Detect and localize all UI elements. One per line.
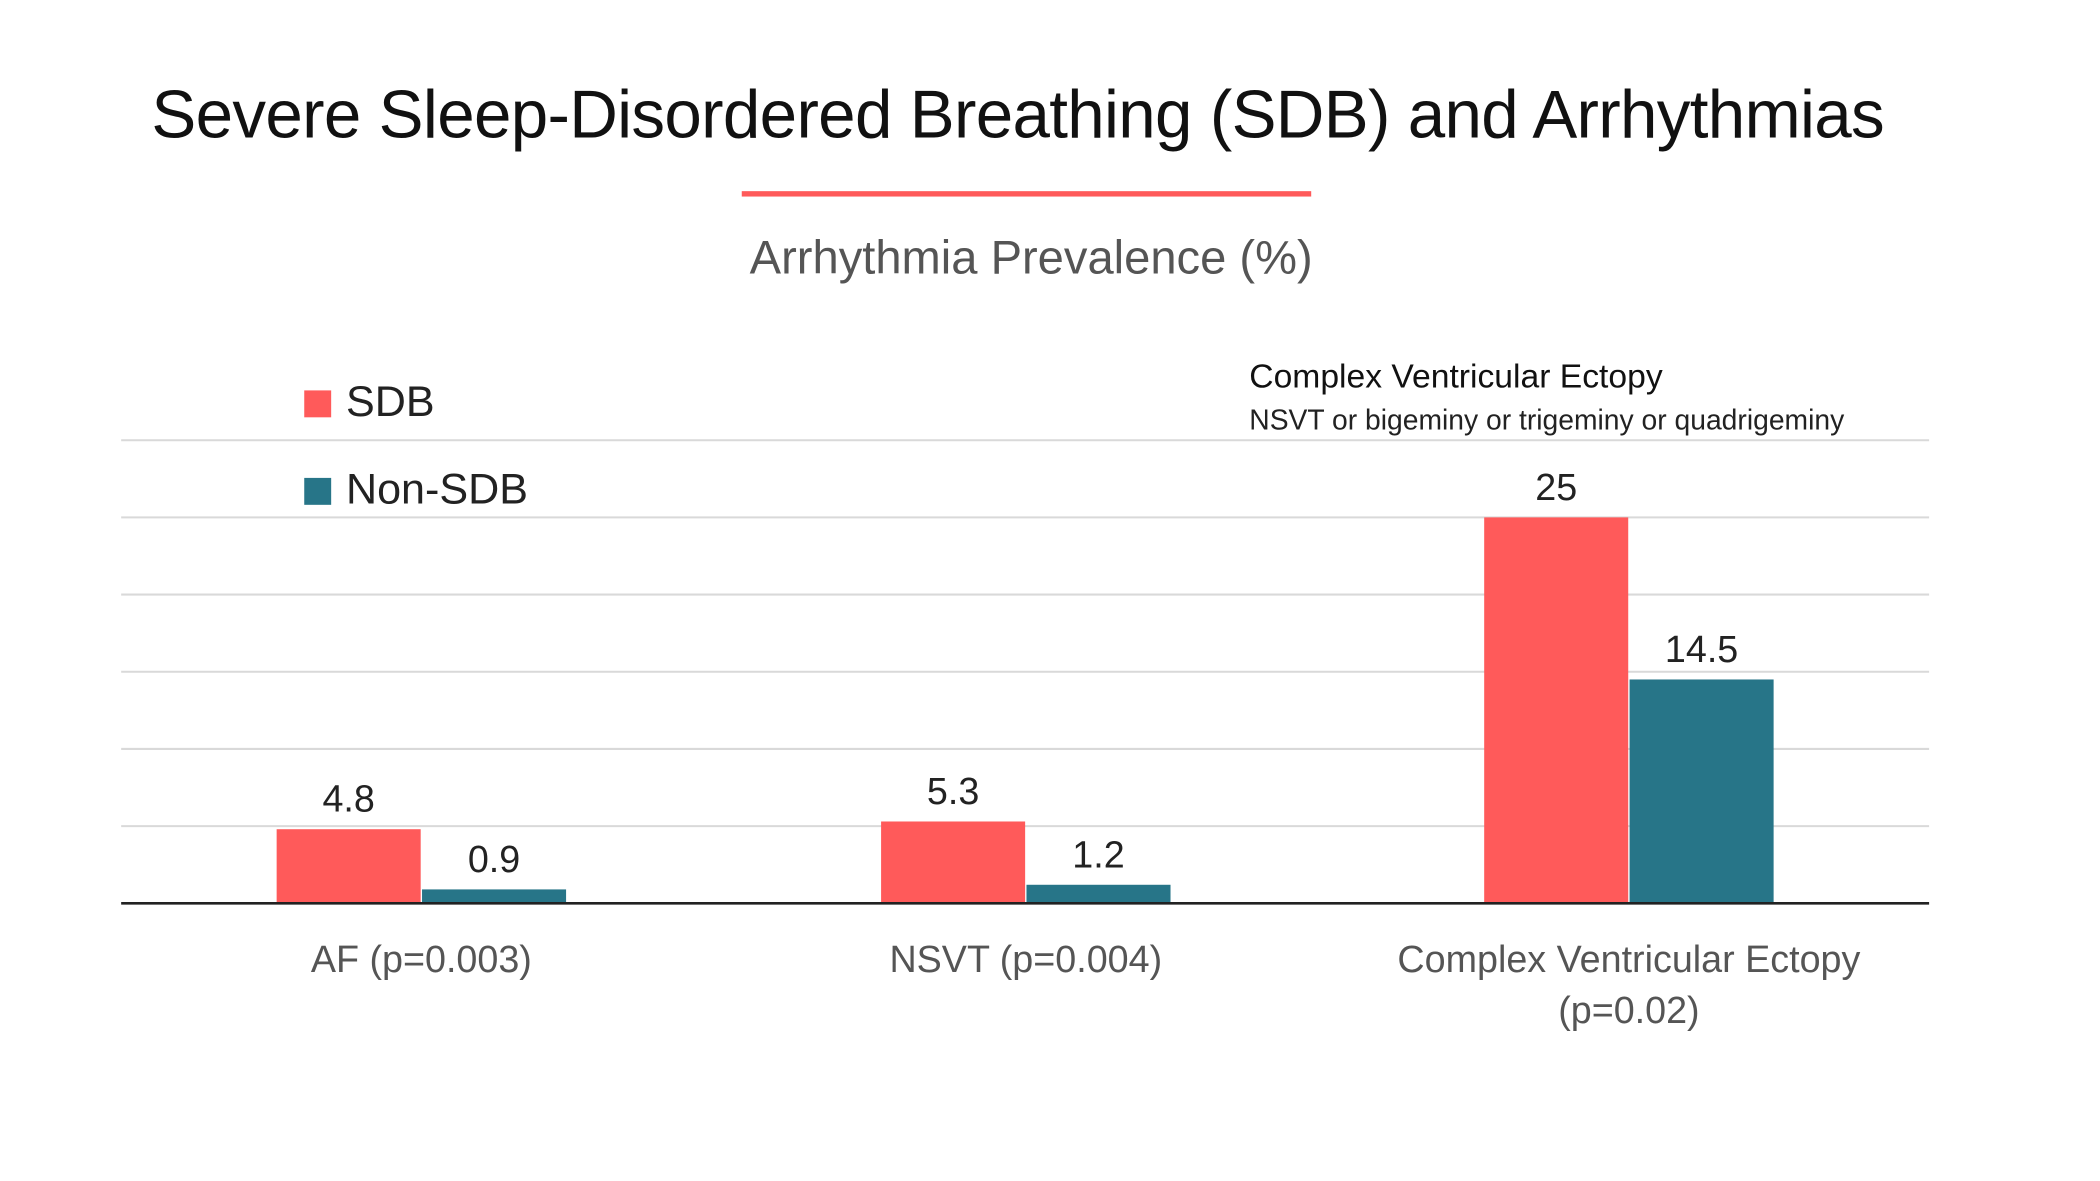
chart-title: Severe Sleep-Disordered Breathing (SDB) …: [151, 76, 1885, 153]
data-label: 25: [1535, 466, 1577, 508]
annotation-title: Complex Ventricular Ectopy: [1249, 358, 1663, 396]
bar-sdb: [881, 821, 1026, 904]
legend-swatch-non-sdb: [304, 477, 332, 505]
bar-sdb: [1484, 517, 1629, 904]
legend-label-non-sdb: Non-SDB: [345, 464, 528, 513]
x-tick-label: (p=0.02): [1558, 989, 1699, 1031]
chart-subtitle: Arrhythmia Prevalence (%): [749, 231, 1313, 285]
title-underline: [741, 191, 1312, 197]
annotation-text: NSVT or bigeminy or trigeminy or quadrig…: [1249, 405, 1845, 437]
x-tick-label: NSVT (p=0.004): [889, 938, 1162, 980]
x-tick-label: AF (p=0.003): [311, 938, 532, 980]
x-tick-label: Complex Ventricular Ectopy: [1397, 938, 1860, 980]
bar-sdb: [276, 829, 421, 904]
legend-label-sdb: SDB: [345, 376, 435, 426]
bar-non-sdb: [1026, 884, 1171, 904]
data-label: 4.8: [322, 778, 374, 820]
data-label: 5.3: [927, 770, 979, 812]
data-label: 14.5: [1665, 628, 1738, 670]
data-label: 1.2: [1072, 833, 1124, 875]
legend-swatch-sdb: [304, 390, 332, 418]
bar-non-sdb: [1629, 679, 1774, 904]
bar-non-sdb: [422, 889, 567, 904]
data-label: 0.9: [468, 838, 520, 880]
